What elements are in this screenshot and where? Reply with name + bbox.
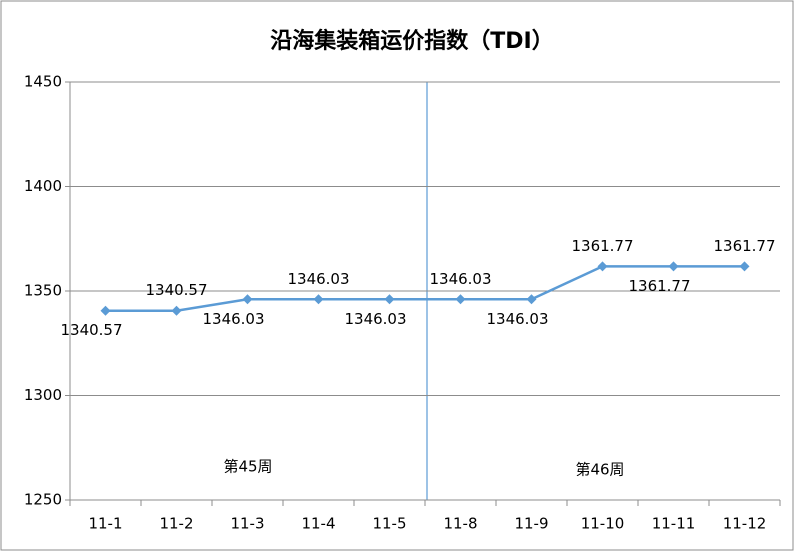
x-tick-label: 11-8 [443,515,477,533]
x-tick-label: 11-5 [372,515,406,533]
data-label: 1346.03 [287,270,349,288]
y-tick-label: 1450 [24,73,62,91]
data-point [384,294,395,305]
data-label: 1361.77 [628,277,690,295]
data-label: 1361.77 [713,237,775,255]
week-annotation: 第45周 [223,458,272,476]
y-tick-label: 1300 [24,386,62,404]
data-point [171,305,182,316]
data-label: 1340.57 [145,281,207,299]
x-tick-label: 11-4 [301,515,335,533]
data-point [242,294,253,305]
x-tick-label: 11-1 [88,515,122,533]
data-point [313,294,324,305]
y-tick-label: 1250 [24,491,62,509]
week-annotation: 第46周 [575,461,624,479]
data-label: 1346.03 [486,310,548,328]
data-label: 1346.03 [344,310,406,328]
data-label: 1346.03 [429,270,491,288]
data-point [597,261,608,272]
x-tick-label: 11-9 [514,515,548,533]
y-tick-label: 1350 [24,282,62,300]
x-tick-label: 11-11 [652,515,696,533]
data-point [739,261,750,272]
data-label: 1340.57 [60,321,122,339]
x-tick-label: 11-2 [159,515,193,533]
data-point [100,305,111,316]
data-label: 1361.77 [571,237,633,255]
y-tick-label: 1400 [24,177,62,195]
chart-title: 沿海集装箱运价指数（TDI） [270,28,553,54]
x-tick-label: 11-10 [581,515,625,533]
x-tick-label: 11-3 [230,515,264,533]
x-tick-label: 11-12 [723,515,767,533]
data-point [668,261,679,272]
data-point [455,294,466,305]
data-point [526,294,537,305]
data-label: 1346.03 [202,310,264,328]
data-line [105,265,745,312]
